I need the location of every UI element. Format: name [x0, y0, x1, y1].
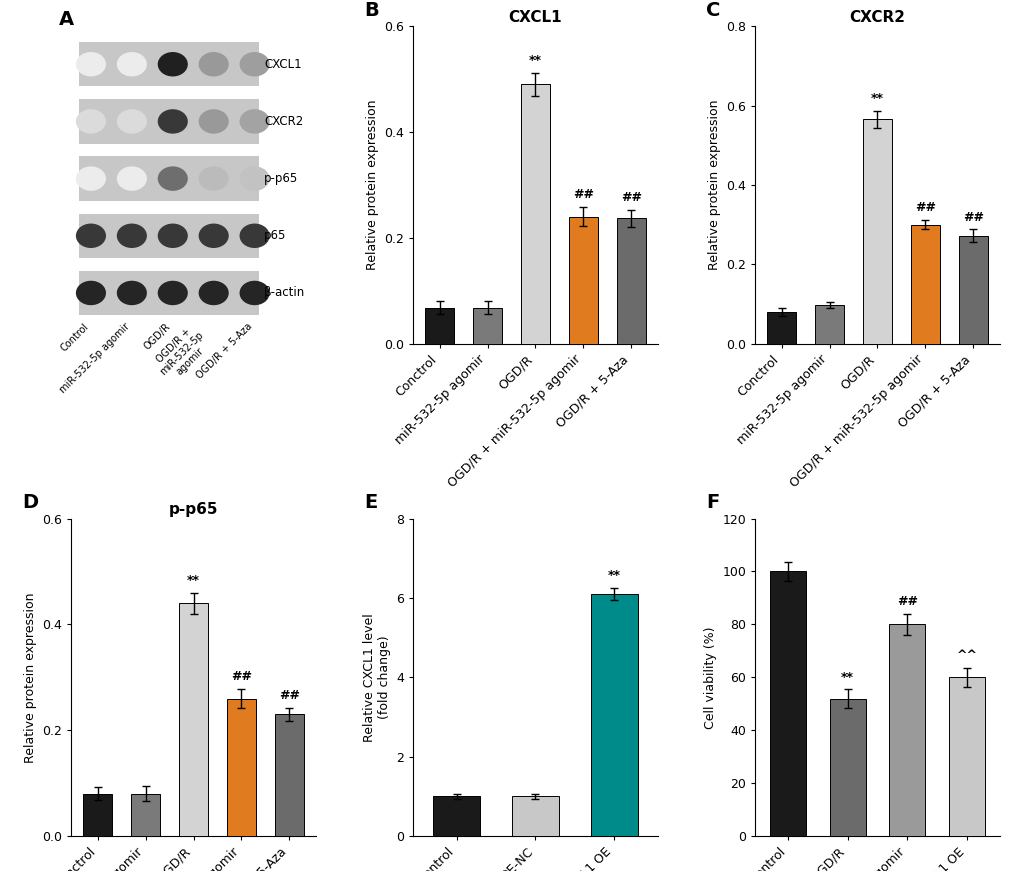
Ellipse shape: [117, 280, 147, 305]
Text: F: F: [706, 493, 719, 512]
Title: p-p65: p-p65: [168, 503, 218, 517]
Ellipse shape: [239, 224, 269, 248]
Text: β-actin: β-actin: [264, 287, 306, 300]
Bar: [616, 219, 645, 344]
Ellipse shape: [199, 109, 228, 133]
Y-axis label: Relative protein expression: Relative protein expression: [366, 99, 378, 270]
FancyBboxPatch shape: [78, 213, 259, 258]
Ellipse shape: [75, 280, 106, 305]
FancyBboxPatch shape: [78, 157, 259, 201]
Text: ##: ##: [896, 595, 917, 608]
Text: ##: ##: [278, 689, 300, 702]
Text: ##: ##: [573, 188, 593, 201]
Bar: [829, 699, 865, 836]
Y-axis label: Cell viability (%): Cell viability (%): [703, 626, 716, 728]
FancyBboxPatch shape: [78, 99, 259, 144]
Ellipse shape: [158, 109, 187, 133]
Y-axis label: Relative protein expression: Relative protein expression: [23, 592, 37, 763]
Ellipse shape: [199, 280, 228, 305]
Bar: [512, 796, 558, 836]
Bar: [131, 793, 160, 836]
Text: **: **: [870, 92, 883, 105]
Text: ##: ##: [914, 201, 935, 214]
Ellipse shape: [75, 52, 106, 77]
Text: ##: ##: [621, 191, 641, 204]
Text: CXCR2: CXCR2: [264, 115, 304, 128]
Text: CXCL1: CXCL1: [264, 57, 302, 71]
Ellipse shape: [117, 224, 147, 248]
Ellipse shape: [117, 109, 147, 133]
Bar: [862, 119, 891, 344]
Ellipse shape: [239, 166, 269, 191]
Y-axis label: Relative protein expression: Relative protein expression: [707, 99, 720, 270]
Ellipse shape: [75, 109, 106, 133]
Ellipse shape: [199, 224, 228, 248]
Bar: [473, 307, 501, 344]
Text: **: **: [186, 574, 200, 587]
Bar: [814, 305, 843, 344]
Text: p-p65: p-p65: [264, 172, 299, 186]
Bar: [275, 714, 304, 836]
Bar: [958, 236, 986, 344]
Text: E: E: [364, 493, 377, 512]
Text: p65: p65: [264, 229, 286, 242]
Bar: [521, 84, 549, 344]
Ellipse shape: [75, 224, 106, 248]
Bar: [889, 625, 924, 836]
Ellipse shape: [158, 280, 187, 305]
Ellipse shape: [239, 109, 269, 133]
Ellipse shape: [239, 52, 269, 77]
Text: OGD/R: OGD/R: [143, 321, 172, 352]
Bar: [433, 796, 480, 836]
Bar: [179, 604, 208, 836]
Ellipse shape: [75, 166, 106, 191]
Ellipse shape: [199, 52, 228, 77]
Text: miR-532-5p agomir: miR-532-5p agomir: [58, 321, 131, 395]
FancyBboxPatch shape: [78, 42, 259, 86]
Bar: [769, 571, 805, 836]
Text: OGD/R +
miR-532-5p
agomir: OGD/R + miR-532-5p agomir: [150, 321, 213, 385]
Ellipse shape: [117, 52, 147, 77]
Ellipse shape: [239, 280, 269, 305]
Ellipse shape: [158, 166, 187, 191]
Text: ##: ##: [962, 211, 982, 224]
Bar: [569, 217, 597, 344]
Ellipse shape: [117, 166, 147, 191]
Title: CXCR2: CXCR2: [849, 10, 905, 25]
Text: ##: ##: [230, 671, 252, 683]
Text: Control: Control: [59, 321, 91, 354]
Bar: [766, 312, 795, 344]
Text: **: **: [529, 54, 541, 67]
FancyBboxPatch shape: [78, 271, 259, 315]
Text: **: **: [841, 671, 853, 684]
Text: B: B: [364, 1, 379, 20]
Text: A: A: [59, 10, 74, 30]
Y-axis label: Relative CXCL1 level
(fold change): Relative CXCL1 level (fold change): [363, 613, 390, 742]
Bar: [948, 678, 983, 836]
Bar: [227, 699, 256, 836]
Bar: [910, 225, 938, 344]
Text: OGD/R + 5-Aza: OGD/R + 5-Aza: [195, 321, 255, 381]
Bar: [425, 307, 453, 344]
Text: **: **: [607, 569, 621, 582]
Ellipse shape: [158, 224, 187, 248]
Ellipse shape: [199, 166, 228, 191]
Ellipse shape: [158, 52, 187, 77]
Title: CXCL1: CXCL1: [508, 10, 561, 25]
Text: ^^: ^^: [956, 650, 976, 662]
Bar: [84, 793, 112, 836]
Bar: [590, 594, 637, 836]
Text: D: D: [22, 493, 39, 512]
Text: C: C: [706, 1, 720, 20]
